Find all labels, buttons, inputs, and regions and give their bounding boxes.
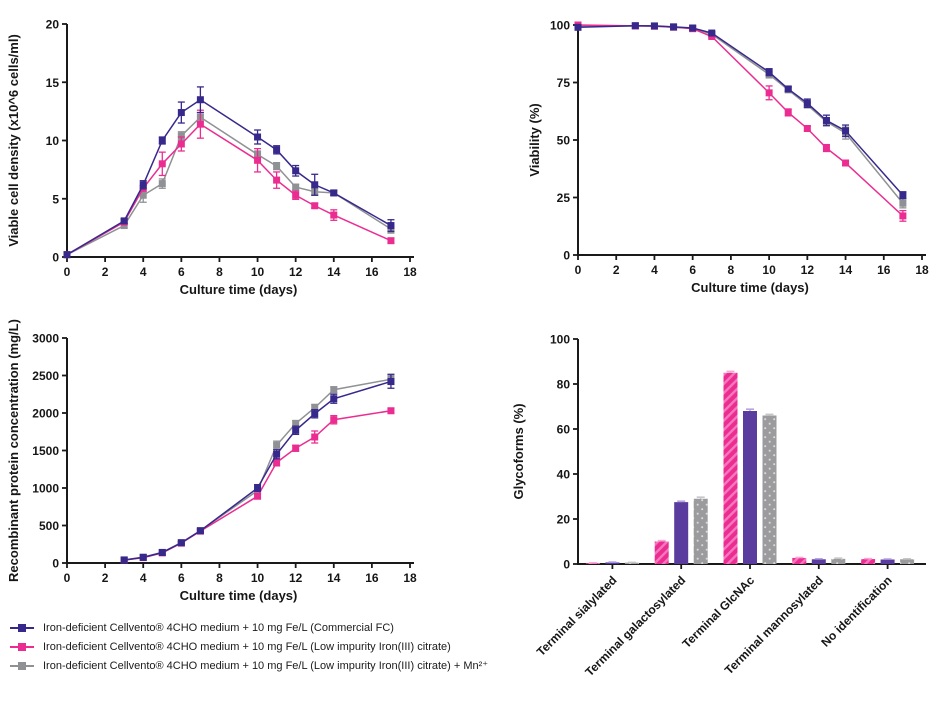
svg-text:14: 14 xyxy=(327,265,341,279)
svg-text:0: 0 xyxy=(52,251,59,265)
svg-text:2: 2 xyxy=(613,263,620,277)
svg-text:Viability (%): Viability (%) xyxy=(527,103,542,176)
svg-text:20: 20 xyxy=(46,18,60,32)
svg-text:14: 14 xyxy=(839,263,853,277)
svg-text:0: 0 xyxy=(64,265,71,279)
viability-chart: 0 25 50 75 100 Viability (%) 0 2 4 6 8 10 12 14 16 18 Cu… xyxy=(475,0,950,305)
svg-text:75: 75 xyxy=(557,76,571,90)
recombinant-protein-concentration-svg: 0 500 1000 1500 2000 2500 3000 Recombinant prot… xyxy=(6,319,417,603)
svg-text:Culture time (days): Culture time (days) xyxy=(180,588,298,603)
svg-text:18: 18 xyxy=(915,263,929,277)
legend-item-commercial-fc: Iron-deficient Cellvento® 4CHO medium + … xyxy=(10,622,488,634)
legend-marker-gray-square-icon xyxy=(10,661,34,671)
svg-text:1500: 1500 xyxy=(32,444,59,458)
svg-text:60: 60 xyxy=(557,423,571,437)
legend-label: Iron-deficient Cellvento® 4CHO medium + … xyxy=(43,622,394,634)
svg-text:50: 50 xyxy=(557,134,571,148)
svg-text:6: 6 xyxy=(689,263,696,277)
glycoforms-bar-chart: 0 20 40 60 80 100 Glycoforms (%) Terminal sialy… xyxy=(475,300,950,705)
svg-text:4: 4 xyxy=(140,571,147,585)
svg-text:0: 0 xyxy=(64,571,71,585)
svg-text:25: 25 xyxy=(557,191,571,205)
svg-text:15: 15 xyxy=(46,76,60,90)
svg-text:0: 0 xyxy=(563,558,570,572)
svg-text:2: 2 xyxy=(102,265,109,279)
svg-text:Recombinant protein concentrat: Recombinant protein concentration (mg/L) xyxy=(6,319,21,582)
svg-text:Glycoforms (%): Glycoforms (%) xyxy=(511,403,526,499)
svg-text:0: 0 xyxy=(52,557,59,571)
svg-text:5: 5 xyxy=(52,192,59,206)
legend-marker-purple-square-icon xyxy=(10,623,34,633)
svg-text:3000: 3000 xyxy=(32,332,59,346)
svg-text:16: 16 xyxy=(365,571,379,585)
svg-text:8: 8 xyxy=(216,571,223,585)
protein-concentration-chart: 0 500 1000 1500 2000 2500 3000 Recombinant prot… xyxy=(0,300,460,615)
legend-item-low-impurity-citrate-mn: Iron-deficient Cellvento® 4CHO medium + … xyxy=(10,660,488,672)
svg-text:40: 40 xyxy=(557,468,571,482)
svg-text:12: 12 xyxy=(289,265,303,279)
svg-text:12: 12 xyxy=(801,263,815,277)
svg-text:4: 4 xyxy=(140,265,147,279)
svg-text:80: 80 xyxy=(557,378,571,392)
svg-text:100: 100 xyxy=(550,19,570,33)
figure-legend: Iron-deficient Cellvento® 4CHO medium + … xyxy=(10,622,488,672)
svg-text:2: 2 xyxy=(102,571,109,585)
legend-label: Iron-deficient Cellvento® 4CHO medium + … xyxy=(43,641,451,654)
svg-text:18: 18 xyxy=(403,265,417,279)
svg-text:10: 10 xyxy=(251,571,265,585)
legend-item-low-impurity-citrate: Iron-deficient Cellvento® 4CHO medium + … xyxy=(10,641,488,653)
svg-text:Terminal GlcNAc: Terminal GlcNAc xyxy=(679,573,757,651)
svg-text:6: 6 xyxy=(178,571,185,585)
svg-text:16: 16 xyxy=(877,263,891,277)
svg-text:10: 10 xyxy=(46,134,60,148)
legend-marker-pink-square-icon xyxy=(10,642,34,652)
svg-text:20: 20 xyxy=(557,513,571,527)
svg-text:100: 100 xyxy=(550,333,570,347)
svg-text:0: 0 xyxy=(563,249,570,263)
svg-text:10: 10 xyxy=(251,265,265,279)
viable-cell-density-chart: 0 5 10 15 20 Viable cell density (x10^6 cells… xyxy=(0,0,460,305)
svg-text:500: 500 xyxy=(39,519,59,533)
svg-text:1000: 1000 xyxy=(32,482,59,496)
svg-text:0: 0 xyxy=(575,263,582,277)
svg-text:8: 8 xyxy=(728,263,735,277)
svg-text:18: 18 xyxy=(403,571,417,585)
svg-text:4: 4 xyxy=(651,263,658,277)
svg-text:14: 14 xyxy=(327,571,341,585)
svg-text:8: 8 xyxy=(216,265,223,279)
svg-text:16: 16 xyxy=(365,265,379,279)
svg-text:Culture time (days): Culture time (days) xyxy=(691,280,809,295)
viability-svg: 0 25 50 75 100 Viability (%) 0 2 4 6 8 10 12 14 16 18 Cu… xyxy=(527,19,929,296)
svg-text:10: 10 xyxy=(762,263,776,277)
svg-text:2000: 2000 xyxy=(32,407,59,421)
svg-text:12: 12 xyxy=(289,571,303,585)
svg-text:No identification: No identification xyxy=(818,573,894,649)
svg-text:6: 6 xyxy=(178,265,185,279)
svg-text:Culture time (days): Culture time (days) xyxy=(180,282,298,297)
legend-label: Iron-deficient Cellvento® 4CHO medium + … xyxy=(43,660,489,673)
svg-text:2500: 2500 xyxy=(32,369,59,383)
svg-text:Viable cell density (x10^6 cel: Viable cell density (x10^6 cells/ml) xyxy=(6,34,21,247)
